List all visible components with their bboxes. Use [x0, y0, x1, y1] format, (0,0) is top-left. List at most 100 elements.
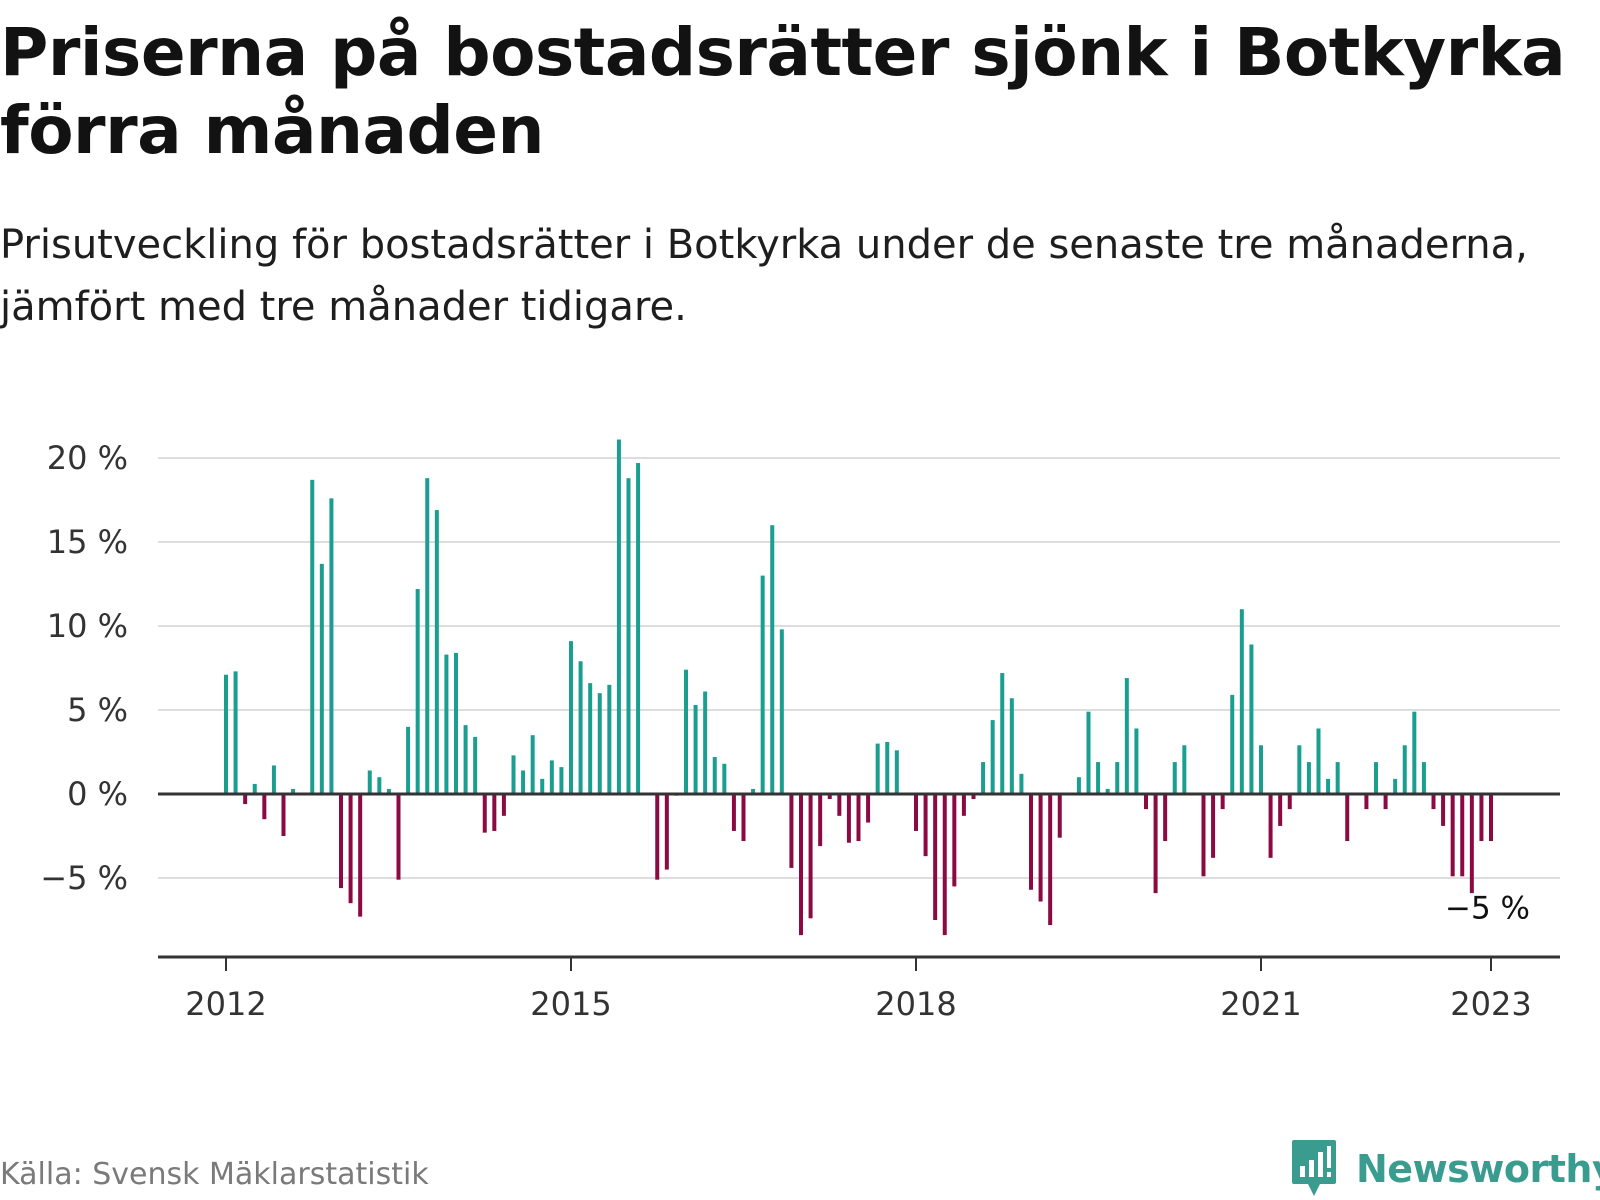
bar [1345, 794, 1350, 842]
bar [1460, 794, 1465, 877]
bar [310, 479, 315, 794]
bar [1029, 794, 1033, 890]
bar [1019, 773, 1024, 794]
bar [607, 684, 612, 794]
bar [1297, 745, 1302, 794]
bar [425, 478, 430, 794]
y-tick-label: 15 % [47, 523, 128, 561]
bar [444, 654, 449, 794]
bar [1259, 745, 1263, 794]
bar [1326, 778, 1331, 794]
bar [1230, 694, 1235, 794]
y-tick-label: 0 % [67, 775, 128, 813]
bar [549, 760, 554, 794]
axes [158, 792, 1560, 971]
bar [770, 525, 775, 794]
bar [578, 661, 583, 794]
bar [875, 743, 880, 794]
bar [1086, 711, 1091, 794]
bar [933, 794, 938, 920]
bar [569, 641, 573, 794]
last-value-label: −5 % [1445, 890, 1530, 926]
bar [319, 563, 324, 794]
bar [1489, 794, 1493, 842]
newsworthy-logo-icon [1292, 1140, 1336, 1196]
bar [789, 794, 794, 868]
bar [885, 741, 890, 794]
bar [894, 750, 899, 794]
bar [1096, 762, 1101, 794]
bar [540, 778, 545, 794]
brand-logo[interactable]: Newsworthy [1290, 1138, 1600, 1200]
bar [386, 788, 391, 794]
bar [712, 757, 717, 794]
bar [511, 755, 516, 794]
bar [990, 720, 995, 794]
bar [473, 736, 478, 794]
bar [597, 693, 602, 794]
bar [1402, 745, 1407, 794]
bar [262, 794, 267, 820]
bar [616, 439, 621, 794]
bar [846, 794, 851, 843]
y-tick-label: −5 % [40, 859, 128, 897]
bar [866, 794, 871, 823]
bar [1479, 794, 1484, 842]
bar [827, 794, 832, 800]
x-tick-label: 2012 [185, 985, 266, 1023]
bar [358, 794, 363, 917]
bar [1335, 762, 1340, 794]
bar [1182, 745, 1187, 794]
bar [731, 794, 736, 831]
y-tick-label: 20 % [47, 439, 128, 477]
bar [1115, 762, 1120, 794]
bar [1287, 794, 1292, 810]
bar [1278, 794, 1283, 826]
bar [1441, 794, 1446, 826]
bar [1000, 673, 1005, 794]
bar [1364, 794, 1369, 810]
bar [952, 794, 957, 887]
bar [434, 510, 439, 794]
bar [339, 794, 343, 889]
bar [1268, 794, 1273, 858]
bar [1316, 728, 1321, 794]
bar [1220, 794, 1225, 810]
bar [329, 498, 334, 794]
bar [1421, 762, 1426, 794]
bar [492, 794, 497, 831]
bars [224, 439, 1493, 936]
bar [281, 794, 286, 836]
bar [981, 762, 986, 794]
bar [521, 770, 526, 794]
bar [636, 463, 641, 794]
bar [367, 770, 372, 794]
bar [271, 765, 276, 794]
gridlines [158, 457, 1560, 879]
bar [224, 674, 228, 794]
bar [684, 669, 688, 794]
bar [501, 794, 506, 816]
bar [856, 794, 861, 842]
brand-name: Newsworthy [1356, 1147, 1600, 1191]
bar [1038, 794, 1043, 902]
bar [588, 683, 593, 794]
bar [741, 794, 746, 842]
bar [252, 783, 257, 794]
bar [233, 671, 238, 794]
bar [396, 794, 401, 880]
bar [914, 794, 918, 831]
bar [1163, 794, 1168, 842]
labels: −5 % 0 % 5 % 10 % 15 % 20 % 2012 2015 2018 2021 20… [40, 439, 1531, 1023]
bar [961, 794, 966, 816]
source-note: Källa: Svensk Mäklarstatistik [0, 1157, 429, 1192]
bar [1172, 762, 1177, 794]
bar [1469, 794, 1474, 894]
x-tick-label: 2018 [875, 985, 956, 1023]
x-tick-label: 2023 [1450, 985, 1531, 1023]
y-tick-label: 5 % [67, 691, 128, 729]
bar [1383, 794, 1388, 810]
bar [1393, 778, 1398, 794]
bar [703, 691, 708, 794]
bar [243, 794, 248, 805]
